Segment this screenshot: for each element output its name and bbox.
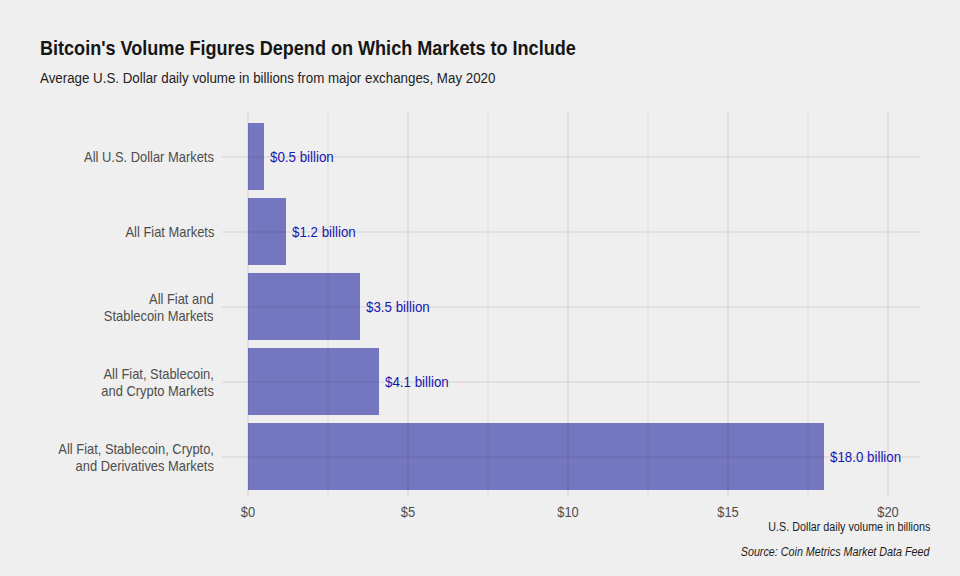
value-label: $1.2 billion [292,223,356,241]
source-note: Source: Coin Metrics Market Data Feed [741,545,930,559]
grid-line-horizontal [222,381,920,383]
x-tick-label: $0 [214,503,283,520]
chart-title: Bitcoin's Volume Figures Depend on Which… [40,36,576,60]
grid-line-horizontal [222,456,920,458]
category-label: All Fiat, Stablecoin, Crypto,and Derivat… [58,440,214,474]
x-tick-label: $10 [534,503,603,520]
gridlines-layer [222,112,920,496]
value-label: $18.0 billion [830,448,901,466]
grid-line-vertical-major [887,112,889,496]
chart-canvas: Bitcoin's Volume Figures Depend on Which… [0,0,960,576]
grid-line-vertical-minor [807,112,809,496]
x-tick-label: $15 [694,503,763,520]
x-tick-label: $20 [854,503,923,520]
x-tick-label: $5 [374,503,443,520]
grid-line-vertical-major [567,112,569,496]
category-label: All Fiat andStablecoin Markets [104,290,214,324]
value-label: $4.1 billion [385,373,449,391]
x-axis-title: U.S. Dollar daily volume in billions [768,520,930,534]
grid-line-vertical-minor [647,112,649,496]
category-label: All U.S. Dollar Markets [84,148,214,165]
grid-line-vertical-minor [327,112,329,496]
plot-panel [222,112,920,496]
grid-line-vertical-major [727,112,729,496]
chart-subtitle: Average U.S. Dollar daily volume in bill… [40,69,495,87]
grid-line-vertical-minor [487,112,489,496]
grid-line-horizontal [222,306,920,308]
grid-line-vertical-major [247,112,249,496]
category-label: All Fiat Markets [125,223,214,240]
value-label: $0.5 billion [270,148,334,166]
category-label: All Fiat, Stablecoin,and Crypto Markets [101,365,214,399]
value-label: $3.5 billion [366,298,430,316]
